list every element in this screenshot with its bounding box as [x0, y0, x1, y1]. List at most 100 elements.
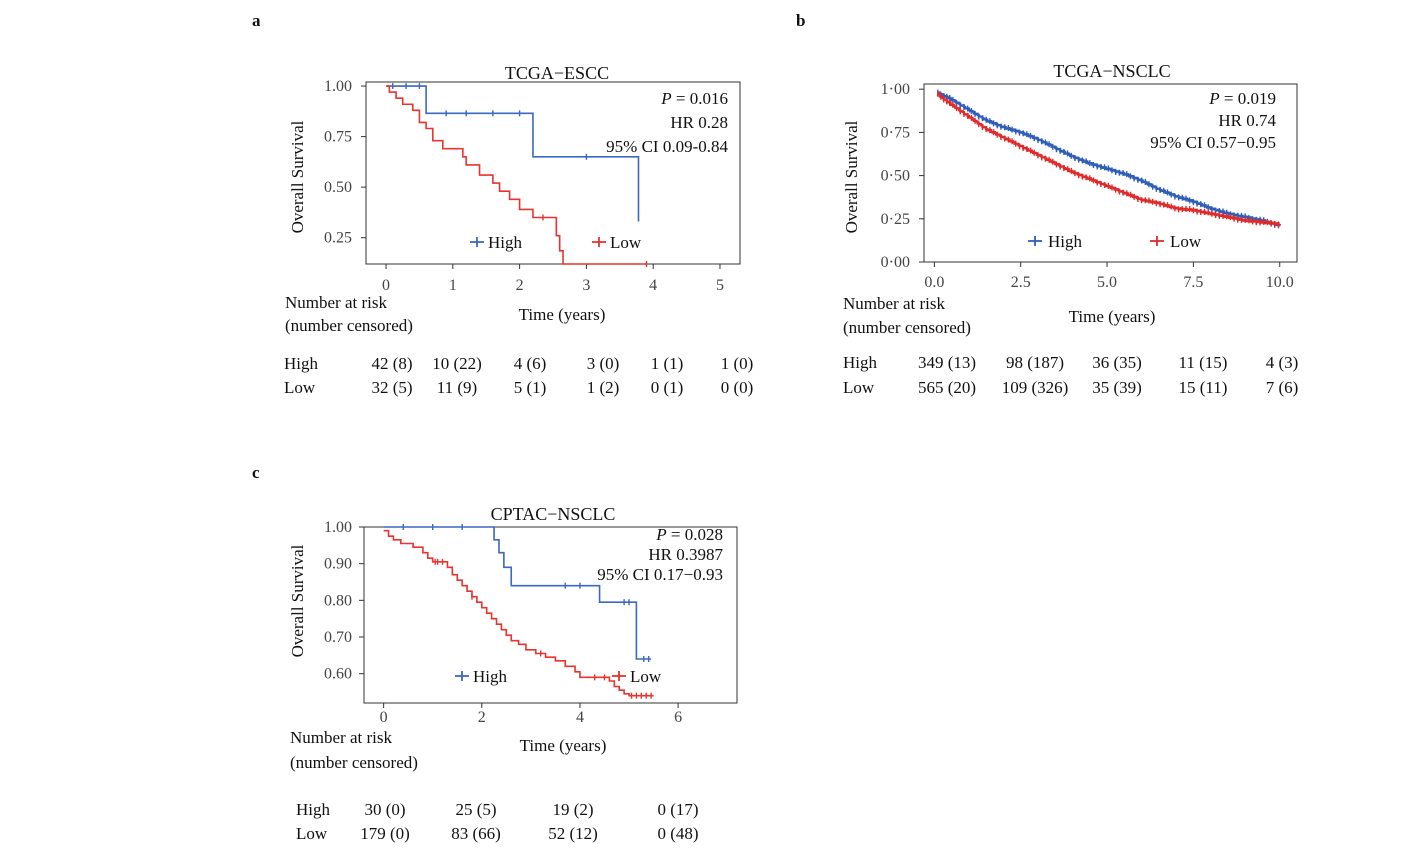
y-tick-label: 0.75 [324, 129, 352, 146]
y-tick-label: 1·00 [881, 81, 910, 98]
risk-cell-low: 15 (11) [1179, 378, 1228, 397]
risk-row-label-high: High [284, 354, 319, 373]
x-tick-label: 10.0 [1266, 274, 1294, 291]
risk-table-subheader: (number censored) [843, 318, 971, 337]
chart-title: TCGA−NSCLC [1053, 61, 1170, 81]
stat-line-1: HR 0.28 [670, 113, 728, 132]
panel-label-b: b [796, 11, 805, 30]
x-tick-label: 3 [582, 277, 590, 294]
legend-low-label: Low [630, 667, 662, 686]
stat-line-2: 95% CI 0.57−0.95 [1150, 133, 1276, 152]
panel-b: TCGA−NSCLC Overall Survival Time (years) 0·… [842, 61, 1298, 397]
y-tick-label: 0.90 [324, 556, 352, 573]
stat-line-0: P = 0.019 [1208, 89, 1276, 108]
legend-low-label: Low [1170, 232, 1202, 251]
legend-high-label: High [1048, 232, 1083, 251]
risk-cell-high: 3 (0) [587, 354, 620, 373]
stat-line-0: P = 0.016 [660, 89, 728, 108]
risk-cell-high: 30 (0) [364, 800, 405, 819]
risk-row-label-low: Low [296, 824, 328, 843]
risk-table-subheader: (number censored) [285, 316, 413, 335]
x-tick-label: 4 [649, 277, 657, 294]
plot-frame [923, 83, 1298, 263]
risk-cell-low: 5 (1) [514, 378, 547, 397]
x-axis-label: Time (years) [519, 305, 606, 324]
series-high-curve [386, 85, 640, 222]
y-tick-label: 0·25 [881, 211, 910, 228]
risk-cell-low: 52 (12) [548, 824, 598, 843]
risk-cell-high: 42 (8) [371, 354, 412, 373]
risk-cell-high: 25 (5) [455, 800, 496, 819]
legend-high-label: High [473, 667, 508, 686]
legend-high-label: High [488, 233, 523, 252]
risk-cell-high: 0 (17) [657, 800, 698, 819]
x-tick-label: 2.5 [1011, 274, 1031, 291]
risk-cell-high: 1 (1) [651, 354, 684, 373]
x-tick-label: 2 [478, 709, 486, 726]
plot-frame [365, 81, 741, 265]
risk-cell-high: 36 (35) [1092, 353, 1142, 372]
risk-row-label-low: Low [843, 378, 875, 397]
risk-cell-low: 83 (66) [451, 824, 501, 843]
stat-line-1: HR 0.74 [1218, 111, 1276, 130]
risk-table-subheader: (number censored) [290, 753, 418, 772]
chart-title: TCGA−ESCC [505, 63, 609, 83]
risk-cell-low: 0 (48) [657, 824, 698, 843]
legend-low-label: Low [610, 233, 642, 252]
risk-cell-low: 0 (1) [651, 378, 684, 397]
risk-cell-high: 4 (6) [514, 354, 547, 373]
x-tick-label: 0.0 [924, 274, 944, 291]
x-tick-label: 4 [576, 709, 584, 726]
risk-cell-high: 98 (187) [1006, 353, 1064, 372]
x-tick-label: 0 [382, 277, 390, 294]
risk-cell-high: 11 (15) [1179, 353, 1228, 372]
x-tick-label: 5.0 [1097, 274, 1117, 291]
risk-cell-low: 109 (326) [1002, 378, 1069, 397]
chart-title: CPTAC−NSCLC [491, 504, 616, 524]
panel-label-a: a [252, 11, 261, 30]
x-tick-label: 5 [716, 277, 724, 294]
risk-cell-low: 32 (5) [371, 378, 412, 397]
x-tick-label: 7.5 [1183, 274, 1203, 291]
risk-cell-high: 19 (2) [552, 800, 593, 819]
stat-line-1: HR 0.3987 [648, 545, 723, 564]
risk-cell-low: 35 (39) [1092, 378, 1142, 397]
y-tick-label: 0.50 [324, 179, 352, 196]
risk-cell-low: 565 (20) [918, 378, 976, 397]
series-high-curve [383, 526, 652, 660]
x-tick-label: 0 [380, 709, 388, 726]
x-tick-label: 6 [674, 709, 682, 726]
panel-label-c: c [252, 463, 260, 482]
series-low-curve [383, 529, 654, 697]
risk-cell-high: 4 (3) [1266, 353, 1299, 372]
plot-frame [363, 526, 738, 704]
y-tick-label: 0.25 [324, 230, 352, 247]
risk-cell-high: 10 (22) [432, 354, 482, 373]
risk-table-header: Number at risk [290, 728, 392, 747]
panel-c: CPTAC−NSCLC Overall Survival Time (years) 0… [288, 504, 738, 843]
risk-row-label-high: High [296, 800, 331, 819]
risk-cell-low: 0 (0) [721, 378, 754, 397]
risk-cell-high: 1 (0) [721, 354, 754, 373]
y-tick-label: 1.00 [324, 78, 352, 95]
risk-cell-high: 349 (13) [918, 353, 976, 372]
stat-line-2: 95% CI 0.17−0.93 [597, 565, 723, 584]
y-tick-label: 0.80 [324, 592, 352, 609]
risk-cell-low: 7 (6) [1266, 378, 1299, 397]
x-axis-label: Time (years) [1069, 307, 1156, 326]
y-tick-label: 1.00 [324, 519, 352, 536]
y-axis-label: Overall Survival [842, 120, 861, 233]
risk-row-label-high: High [843, 353, 878, 372]
x-tick-label: 2 [516, 277, 524, 294]
risk-table-header: Number at risk [285, 293, 387, 312]
y-tick-label: 0·75 [881, 124, 910, 141]
y-axis-label: Overall Survival [288, 544, 307, 657]
stat-line-0: P = 0.028 [655, 525, 723, 544]
y-tick-label: 0.60 [324, 666, 352, 683]
y-axis-label: Overall Survival [288, 120, 307, 233]
series-low-curve [386, 85, 647, 265]
y-tick-label: 0.70 [324, 629, 352, 646]
risk-cell-low: 11 (9) [437, 378, 477, 397]
panel-a: TCGA−ESCC Overall Survival Time (years) 0.2… [284, 63, 753, 397]
